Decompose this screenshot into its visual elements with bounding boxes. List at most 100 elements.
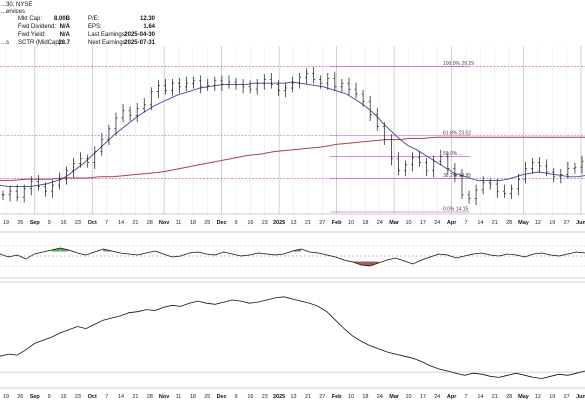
price-panel-gridlines (0, 46, 585, 215)
price-bar (227, 75, 231, 89)
price-bar (333, 71, 337, 91)
x-tick-label-bottom: 18 (362, 394, 368, 400)
price-bar (121, 104, 125, 123)
x-tick-label-bottom: 16 (247, 394, 253, 400)
price-bar (100, 133, 104, 156)
x-tick-label: 21 (132, 220, 138, 226)
x-tick-label: 12 (535, 220, 541, 226)
price-bar (573, 163, 577, 174)
price-bar (220, 75, 224, 91)
price-bar (93, 146, 97, 169)
x-tick-label: Feb (332, 220, 342, 226)
x-tick-label: 19 (549, 220, 555, 226)
long-moving-average-line (0, 136, 585, 181)
price-bar (50, 179, 54, 198)
x-tick-label-bottom: 26 (17, 394, 23, 400)
x-tick-label-bottom: Apr (447, 394, 457, 400)
x-tick-label-bottom: 23 (75, 394, 81, 400)
x-tick-label-bottom: 21 (492, 394, 498, 400)
price-bar (72, 158, 76, 178)
x-tick-label-bottom: 23 (262, 394, 268, 400)
price-bar (538, 157, 542, 173)
price-bar (403, 160, 407, 177)
x-tick-label: 25 (204, 220, 210, 226)
price-bar (453, 163, 457, 183)
price-bar (262, 74, 266, 90)
price-bar (199, 75, 203, 94)
x-tick-label: Oct (88, 220, 97, 226)
price-bar (516, 173, 520, 196)
fib-level-label: 100.0% 29.29 (443, 61, 474, 67)
price-bar (354, 82, 358, 99)
price-bar (502, 184, 506, 198)
x-tick-label: Mar (389, 220, 400, 226)
x-tick-label: May (518, 220, 530, 226)
price-bar (495, 178, 499, 198)
x-tick-label: 10 (405, 220, 411, 226)
x-tick-label-bottom: Mar (389, 394, 400, 400)
x-tick-label: 23 (75, 220, 81, 226)
price-bar (396, 152, 400, 175)
x-tick-label-bottom: 2025 (273, 394, 285, 400)
price-bar (312, 67, 316, 84)
indicator-panel-1 (0, 231, 585, 279)
x-tick-label-bottom: 12 (535, 394, 541, 400)
x-tick-label-bottom: 16 (60, 394, 66, 400)
price-bar (298, 73, 302, 89)
price-bar (418, 151, 422, 167)
x-tick-label-bottom: 7 (105, 394, 108, 400)
ind1-positive-fill (51, 248, 61, 252)
x-tick-label: 21 (305, 220, 311, 226)
x-tick-label-bottom: 10 (405, 394, 411, 400)
price-bar (411, 152, 415, 172)
next-earnings-label: Next Earnings: (88, 40, 128, 46)
header-left-tag: ...s (1, 40, 9, 46)
price-bar (382, 122, 386, 145)
price-bar (389, 134, 393, 166)
eps-value: 1.64 (143, 24, 155, 30)
price-bar (580, 155, 584, 174)
sctr-value: 28.7 (58, 40, 70, 46)
price-bar (15, 184, 19, 202)
price-bar (460, 169, 464, 199)
price-bar (1, 190, 5, 201)
price-bar (149, 87, 153, 111)
x-tick-label-bottom: 11 (176, 394, 182, 400)
x-tick-label: 7 (464, 220, 467, 226)
eps-label: EPS: (88, 24, 102, 30)
x-tick-label: 28 (147, 220, 153, 226)
x-tick-label-bottom: Sep (30, 394, 41, 400)
price-bar (361, 89, 365, 107)
x-tick-label-bottom: 27 (319, 394, 325, 400)
price-bar (79, 152, 83, 168)
x-tick-label-bottom: 21 (132, 394, 138, 400)
fib-level-label: 61.8% 23.52 (443, 130, 471, 136)
price-bars (1, 67, 584, 205)
fwd-dividend-value: N/A (60, 24, 71, 30)
x-tick-label-bottom: 10 (348, 394, 354, 400)
x-tick-label-bottom: 27 (564, 394, 570, 400)
x-tick-label: Apr (447, 220, 457, 226)
price-bar (185, 76, 189, 91)
price-bar (43, 182, 47, 197)
x-tick-label: 24 (377, 220, 383, 226)
x-tick-label-bottom: 9 (48, 394, 51, 400)
price-bar (36, 175, 40, 191)
price-bar (474, 184, 478, 205)
x-tick-label: Sep (30, 220, 41, 226)
price-x-axis: 19 26 Sep 9 16 23 Oct 7 14 21 28 Nov 11 18 25 Dec 9 16 23 2… (3, 220, 585, 226)
price-bar (347, 77, 351, 96)
price-bar (114, 112, 118, 136)
moving-averages (0, 81, 585, 187)
x-tick-label: Nov (159, 220, 170, 226)
mkt-cap-label: Mkt Cap: (18, 16, 42, 22)
x-tick-label: 27 (564, 220, 570, 226)
price-bar (509, 184, 513, 199)
x-tick-label-bottom: 18 (190, 394, 196, 400)
last-earnings-value: 2025-04-30 (124, 32, 155, 38)
price-bar (559, 169, 563, 184)
x-tick-label: 14 (477, 220, 483, 226)
price-bar (57, 172, 61, 190)
price-bar (291, 76, 294, 93)
